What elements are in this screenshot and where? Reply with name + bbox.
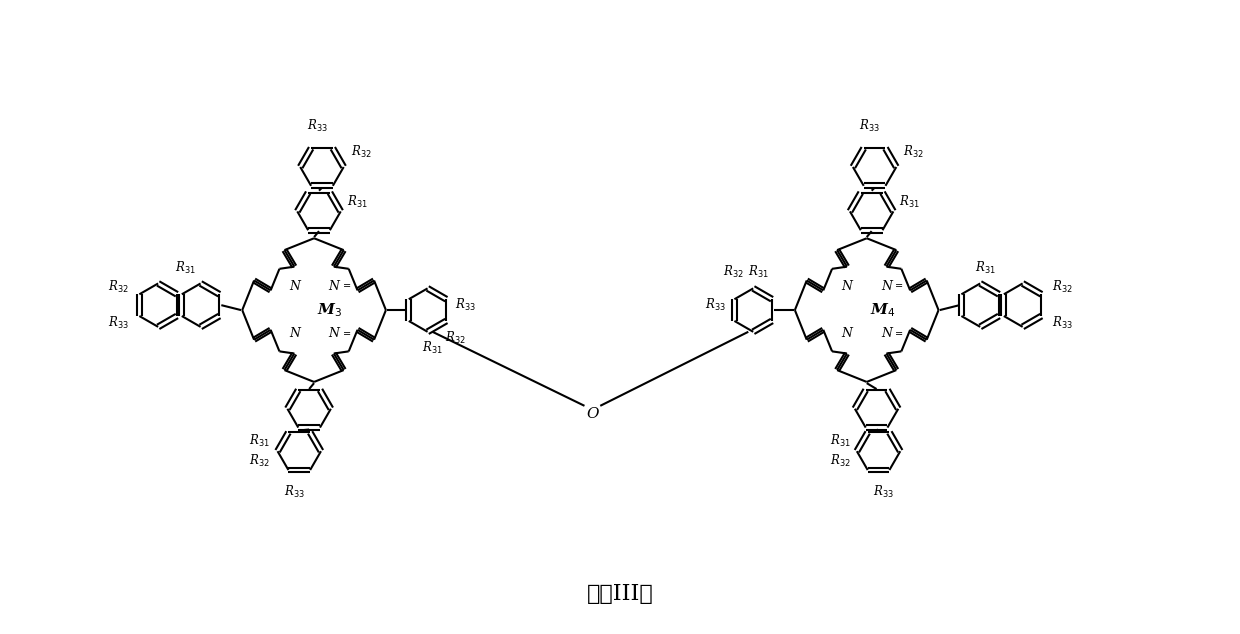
Text: R$_{33}$: R$_{33}$ bbox=[859, 119, 880, 134]
Text: R$_{33}$: R$_{33}$ bbox=[1053, 315, 1073, 331]
Text: R$_{31}$: R$_{31}$ bbox=[830, 433, 851, 450]
Text: R$_{33}$: R$_{33}$ bbox=[306, 119, 327, 134]
Text: R$_{31}$: R$_{31}$ bbox=[175, 259, 196, 276]
Text: R$_{31}$: R$_{31}$ bbox=[975, 259, 996, 276]
Text: N: N bbox=[289, 328, 300, 340]
Text: R$_{32}$: R$_{32}$ bbox=[445, 330, 466, 346]
Text: M$_{4}$: M$_{4}$ bbox=[869, 301, 895, 319]
Text: R$_{32}$: R$_{32}$ bbox=[830, 453, 851, 469]
Text: M$_{3}$: M$_{3}$ bbox=[317, 301, 342, 319]
Text: =: = bbox=[895, 281, 903, 291]
Text: N: N bbox=[329, 328, 339, 340]
Text: N: N bbox=[880, 328, 892, 340]
Text: N: N bbox=[289, 280, 300, 293]
Text: R$_{31}$: R$_{31}$ bbox=[899, 193, 920, 210]
Text: R$_{33}$: R$_{33}$ bbox=[873, 484, 894, 500]
Text: R$_{33}$: R$_{33}$ bbox=[108, 315, 129, 331]
Text: N: N bbox=[880, 280, 892, 293]
Text: R$_{33}$: R$_{33}$ bbox=[704, 297, 725, 313]
Text: O: O bbox=[587, 407, 599, 421]
Text: R$_{32}$: R$_{32}$ bbox=[108, 280, 129, 295]
Text: N: N bbox=[329, 280, 339, 293]
Text: R$_{32}$: R$_{32}$ bbox=[249, 453, 269, 469]
Text: R$_{31}$: R$_{31}$ bbox=[249, 433, 269, 450]
Text: R$_{32}$: R$_{32}$ bbox=[903, 144, 924, 160]
Text: 式（III）: 式（III） bbox=[587, 583, 653, 605]
Text: R$_{33}$: R$_{33}$ bbox=[284, 484, 305, 500]
Text: R$_{32}$: R$_{32}$ bbox=[1053, 280, 1073, 295]
Text: =: = bbox=[895, 329, 903, 339]
Text: N: N bbox=[842, 280, 853, 293]
Text: R$_{31}$: R$_{31}$ bbox=[422, 340, 443, 356]
Text: R$_{33}$: R$_{33}$ bbox=[455, 297, 476, 313]
Text: R$_{32}$: R$_{32}$ bbox=[723, 264, 743, 280]
Text: =: = bbox=[342, 281, 351, 291]
Text: R$_{31}$: R$_{31}$ bbox=[347, 193, 367, 210]
Text: =: = bbox=[342, 329, 351, 339]
Text: R$_{32}$: R$_{32}$ bbox=[351, 144, 372, 160]
Text: N: N bbox=[842, 328, 853, 340]
Text: R$_{31}$: R$_{31}$ bbox=[748, 264, 769, 280]
